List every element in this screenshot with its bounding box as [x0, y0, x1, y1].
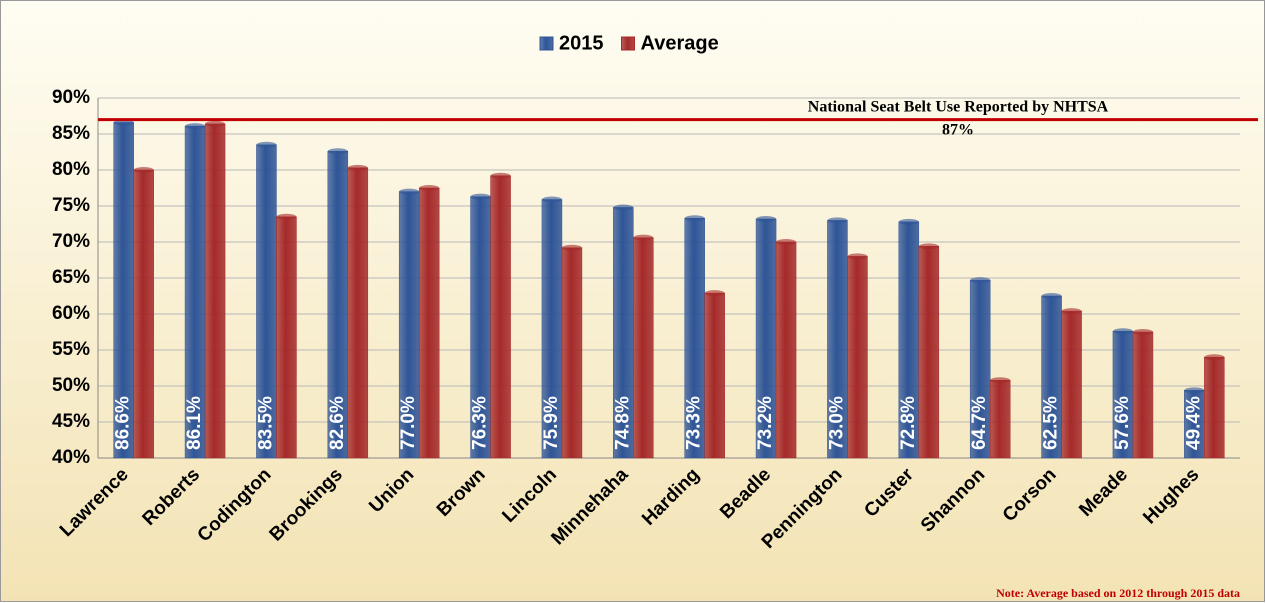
bar-top [1204, 354, 1225, 361]
value-label: 49.4% [1183, 396, 1204, 450]
bar [847, 256, 868, 459]
value-label: 73.0% [826, 396, 847, 450]
legend-swatch [621, 36, 635, 51]
y-tick-label: 80% [52, 159, 90, 180]
bar-top [1132, 329, 1153, 335]
bar-top [1041, 293, 1062, 299]
bar-top [419, 185, 440, 191]
y-tick-label: 70% [52, 231, 90, 252]
bar-top [561, 244, 582, 251]
y-tick-label: 90% [52, 87, 90, 108]
bar [918, 246, 940, 459]
bar-top [1061, 308, 1082, 315]
bar-top [1184, 387, 1205, 394]
value-label: 57.6% [1112, 396, 1133, 450]
value-label: 86.1% [184, 396, 205, 450]
bar [418, 187, 440, 459]
y-tick-label: 45% [52, 411, 90, 432]
value-label: 82.6% [327, 396, 348, 450]
y-tick-label: 50% [52, 375, 90, 396]
y-tick-label: 65% [52, 267, 90, 288]
bar-top [613, 204, 634, 211]
y-tick-label: 40% [52, 447, 90, 468]
bar-top [470, 193, 491, 200]
bar-top [327, 148, 348, 155]
bar-top [133, 167, 154, 173]
bar [989, 379, 1011, 459]
value-label: 74.8% [612, 396, 633, 450]
bar [561, 247, 583, 459]
value-label: 73.3% [684, 396, 705, 450]
value-label: 83.5% [255, 396, 276, 450]
bar-top [490, 172, 511, 179]
legend-swatch [539, 36, 554, 51]
bar-top [827, 217, 848, 224]
bar-top [918, 243, 939, 250]
legend-label: 2015 [559, 32, 604, 54]
value-label: 72.8% [898, 396, 919, 450]
bar-top [185, 123, 206, 130]
bar [1204, 356, 1225, 459]
y-tick-label: 60% [52, 303, 90, 324]
note: Note: Average based on 2012 through 2015… [996, 586, 1240, 600]
y-tick-label: 55% [52, 339, 90, 360]
bar-top [970, 277, 991, 284]
bar-top [990, 377, 1011, 384]
bar-top [684, 215, 705, 222]
bar-top [704, 290, 725, 297]
bar-top [205, 120, 226, 127]
bar-top [276, 213, 297, 220]
bar-top [541, 196, 562, 203]
value-label: 64.7% [969, 396, 990, 450]
value-label: 86.6% [113, 396, 134, 450]
bar [347, 167, 369, 459]
value-label: 77.0% [398, 396, 419, 450]
value-label: 76.3% [470, 396, 491, 450]
bar [704, 292, 725, 459]
bar [1132, 331, 1154, 459]
bar-top [633, 234, 654, 241]
bar [775, 241, 797, 459]
bar [633, 237, 654, 459]
bar [1061, 310, 1082, 459]
bar-top [756, 215, 777, 222]
bar-top [847, 253, 868, 260]
value-label: 62.5% [1041, 396, 1062, 450]
value-label: 75.9% [541, 396, 562, 450]
bar-top [898, 218, 919, 225]
bar-top [347, 164, 368, 171]
bar-top [776, 239, 797, 245]
bar [204, 123, 226, 459]
bar [490, 175, 511, 459]
reference-value: 87% [942, 121, 974, 138]
reference-label: National Seat Belt Use Reported by NHTSA [808, 98, 1109, 115]
bar [133, 169, 154, 459]
y-tick-label: 85% [52, 123, 90, 144]
bar [276, 216, 297, 459]
value-label: 73.2% [755, 396, 776, 450]
bar-top [256, 141, 277, 148]
y-tick-label: 75% [52, 195, 90, 216]
bar-top [399, 188, 420, 195]
bar-top [1112, 328, 1133, 335]
legend-label: Average [641, 32, 719, 54]
